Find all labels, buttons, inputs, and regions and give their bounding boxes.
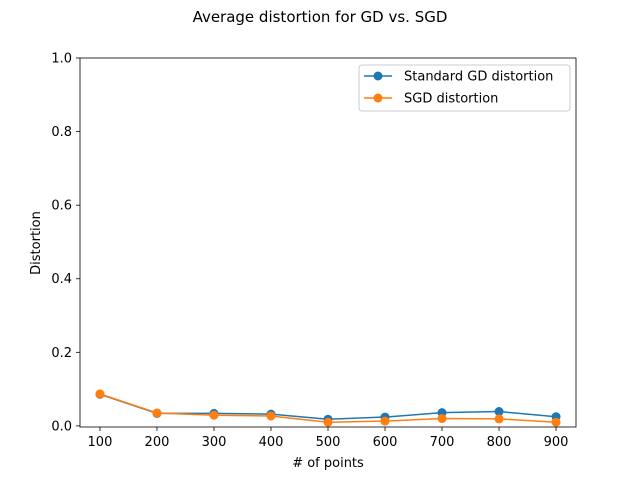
data-point-series-2 bbox=[380, 416, 390, 426]
x-tick-label: 100 bbox=[88, 435, 113, 450]
y-axis-label: Distortion bbox=[29, 211, 44, 275]
legend: Standard GD distortion SGD distortion bbox=[358, 64, 571, 112]
legend-label-2: SGD distortion bbox=[404, 92, 498, 107]
y-tick-label: 1.0 bbox=[51, 52, 72, 67]
legend-box bbox=[358, 64, 571, 112]
x-tick-label: 600 bbox=[373, 435, 398, 450]
series-layer bbox=[95, 389, 561, 427]
x-tick-label: 200 bbox=[145, 435, 170, 450]
data-point-series-2 bbox=[95, 389, 105, 399]
x-tick-label: 300 bbox=[202, 435, 227, 450]
legend-marker-2 bbox=[373, 93, 383, 103]
x-tick-label: 800 bbox=[487, 435, 512, 450]
data-point-series-2 bbox=[551, 417, 561, 427]
x-tick-label: 500 bbox=[316, 435, 341, 450]
data-point-series-2 bbox=[209, 410, 219, 420]
legend-label-1: Standard GD distortion bbox=[404, 70, 553, 85]
chart-title: Average distortion for GD vs. SGD bbox=[193, 8, 448, 26]
x-tick-label: 400 bbox=[259, 435, 284, 450]
x-axis: 100 200 300 400 500 600 700 800 900 bbox=[88, 427, 569, 450]
data-point-series-2 bbox=[266, 411, 276, 421]
x-tick-label: 900 bbox=[544, 435, 569, 450]
plot-area bbox=[80, 58, 576, 427]
y-tick-label: 0.8 bbox=[51, 125, 72, 140]
data-point-series-1 bbox=[494, 407, 504, 417]
x-axis-label: # of points bbox=[292, 456, 364, 471]
data-point-series-2 bbox=[152, 408, 162, 418]
data-point-series-2 bbox=[494, 414, 504, 424]
y-tick-label: 0.4 bbox=[51, 272, 72, 287]
data-point-series-2 bbox=[437, 414, 447, 424]
x-tick-label: 700 bbox=[430, 435, 455, 450]
y-axis: 0.0 0.2 0.4 0.6 0.8 1.0 bbox=[51, 52, 80, 434]
legend-marker-1 bbox=[373, 71, 383, 81]
y-tick-label: 0.6 bbox=[51, 199, 72, 214]
y-tick-label: 0.0 bbox=[51, 419, 72, 434]
y-tick-label: 0.2 bbox=[51, 346, 72, 361]
data-point-series-2 bbox=[323, 417, 333, 427]
